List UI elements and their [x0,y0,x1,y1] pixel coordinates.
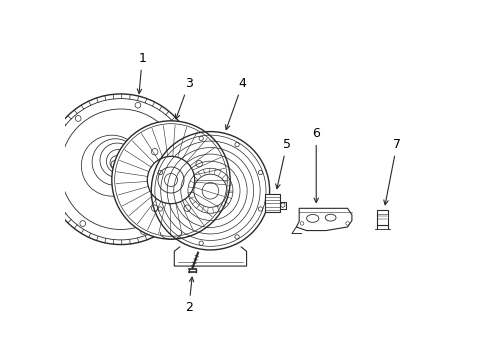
Text: 1: 1 [137,51,146,94]
Circle shape [45,94,196,244]
Text: 7: 7 [383,138,400,205]
Circle shape [151,132,269,250]
Text: 4: 4 [225,77,246,130]
Polygon shape [376,211,387,225]
Text: 5: 5 [275,138,290,189]
Text: 3: 3 [175,77,192,119]
Circle shape [112,121,230,239]
Polygon shape [264,194,280,212]
Text: 6: 6 [312,127,320,203]
Polygon shape [296,208,351,230]
Text: 2: 2 [184,277,193,314]
